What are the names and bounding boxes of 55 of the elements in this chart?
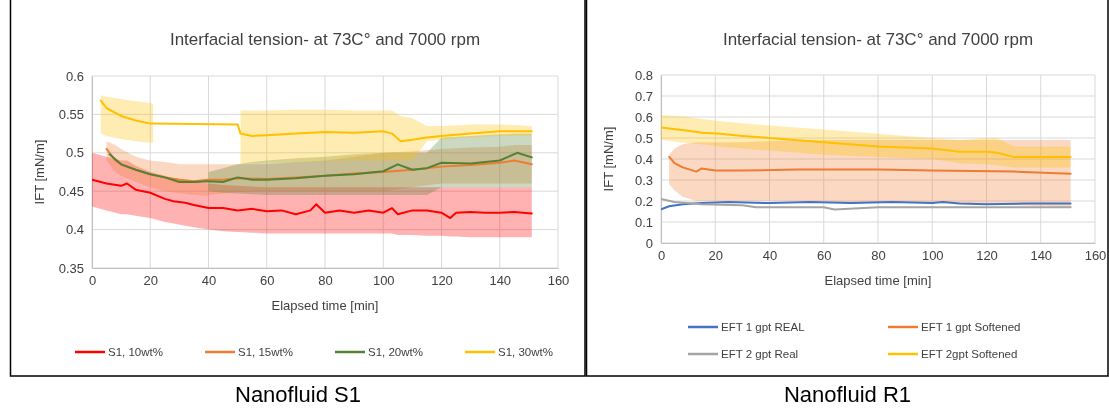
line-series: [661, 201, 1072, 211]
text: Nanofluid S1: [235, 382, 361, 407]
x-tick-label: 80: [871, 248, 886, 264]
y-tick-label: 0.35: [58, 260, 84, 276]
x-tick-label: 120: [976, 248, 998, 264]
y-tick-label: 0.3: [634, 172, 653, 188]
x-tick-label: 80: [318, 273, 333, 289]
y-tick-label: 0.2: [634, 193, 653, 209]
x-tick-label: 40: [762, 248, 778, 264]
x-tick-label: 0: [657, 248, 666, 264]
y-axis-title: IFT [mN/m]: [32, 139, 47, 205]
y-tick-label: 0.55: [58, 107, 84, 123]
y-tick-label: 0.7: [634, 88, 653, 104]
y-tick-label: 0.5: [634, 130, 653, 146]
line-series: [661, 197, 1072, 211]
y-tick-label: 0: [645, 235, 653, 251]
y-axis-title: IFT [mN/m]: [601, 126, 616, 192]
x-tick-label: 120: [431, 273, 453, 289]
x-tick-label: 100: [372, 273, 395, 289]
line-series: [99, 99, 533, 143]
text: Nanofluid R1: [783, 382, 912, 407]
legend-label: EFT 1 gpt Softened: [921, 321, 1021, 333]
x-tick-label: 40: [201, 273, 217, 289]
legend-label: EFT 2gpt Softened: [921, 348, 1018, 360]
x-tick-label: 140: [1030, 248, 1053, 264]
y-tick-label: 0.8: [634, 67, 653, 83]
x-tick-label: 140: [489, 273, 512, 289]
line-series: [661, 126, 1072, 158]
line-series: [668, 155, 1072, 175]
y-tick-label: 0.4: [65, 222, 84, 238]
x-axis-title: Elapsed time [min]: [824, 273, 932, 288]
y-tick-label: 0.6: [65, 68, 84, 84]
line-series: [92, 178, 533, 220]
x-tick-label: 0: [88, 273, 97, 289]
legend-label: EFT 1 gpt REAL: [721, 321, 806, 333]
legend-label: S1, 15wt%: [238, 346, 293, 358]
legend-label: S1, 20wt%: [368, 346, 423, 358]
x-tick-label: 60: [260, 273, 275, 289]
x-tick-label: 160: [547, 273, 570, 289]
chart-title: Interfacial tension- at 73C° and 7000 rpm: [722, 30, 1034, 49]
y-tick-label: 0.6: [634, 109, 653, 125]
y-tick-label: 0.4: [634, 151, 653, 167]
x-tick-label: 20: [143, 273, 158, 289]
y-tick-label: 0.45: [58, 183, 84, 199]
x-tick-label: 160: [1084, 248, 1107, 264]
y-tick-label: 0.1: [634, 214, 653, 230]
x-tick-label: 100: [921, 248, 944, 264]
x-axis-title: Elapsed time [min]: [271, 298, 379, 313]
legend-label: S1, 10wt%: [108, 346, 163, 358]
legend-label: EFT 2 gpt Real: [721, 348, 799, 360]
legend-label: S1, 30wt%: [498, 346, 553, 358]
y-tick-label: 0.5: [65, 145, 84, 161]
chart-title: Interfacial tension- at 73C° and 7000 rpm: [169, 30, 481, 49]
x-tick-label: 60: [817, 248, 832, 264]
x-tick-label: 20: [708, 248, 723, 264]
